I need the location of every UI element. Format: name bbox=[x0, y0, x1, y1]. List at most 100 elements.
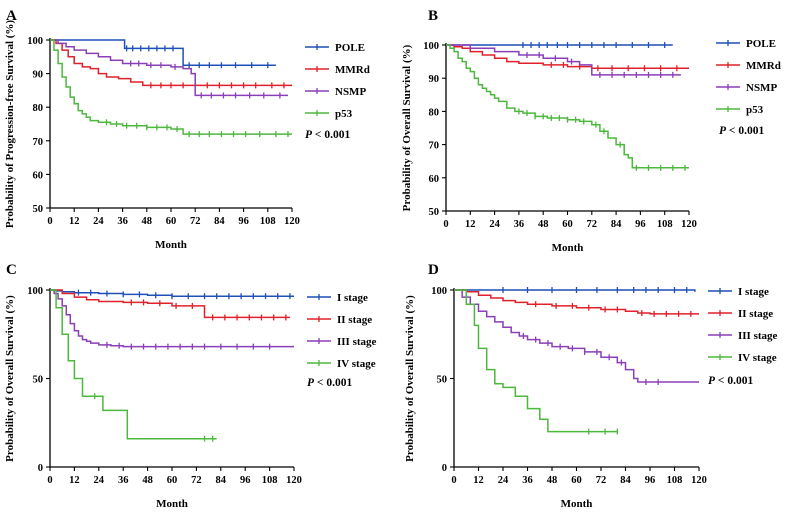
p-value-symbol: P bbox=[307, 377, 315, 389]
panel-letter: A bbox=[6, 8, 17, 24]
survival-curve bbox=[50, 39, 288, 97]
x-tick-label: 84 bbox=[216, 475, 227, 486]
series-pole bbox=[446, 42, 673, 48]
legend-label: I stage bbox=[738, 286, 769, 298]
survival-curve bbox=[50, 289, 294, 348]
p-value-text: < 0.001 bbox=[314, 377, 352, 389]
y-tick-label: 0 bbox=[442, 463, 447, 474]
x-tick-label: 36 bbox=[514, 219, 525, 230]
x-tick-label: 84 bbox=[611, 219, 622, 230]
survival-curve bbox=[50, 39, 292, 87]
panel-letter: D bbox=[428, 262, 439, 278]
y-tick-label: 0 bbox=[38, 463, 43, 474]
y-axis-title: Probability of Overall Survival (%) bbox=[401, 44, 413, 211]
survival-curve bbox=[454, 289, 699, 315]
x-tick-label: 0 bbox=[451, 475, 456, 486]
p-value-symbol: P bbox=[719, 125, 727, 137]
x-tick-label: 120 bbox=[284, 216, 300, 227]
x-tick-label: 72 bbox=[596, 475, 607, 486]
x-tick-label: 36 bbox=[522, 475, 533, 486]
y-tick-label: 50 bbox=[33, 204, 44, 215]
x-tick-label: 60 bbox=[562, 219, 573, 230]
x-tick-label: 48 bbox=[142, 216, 153, 227]
x-tick-label: 72 bbox=[190, 216, 201, 227]
panel-b: B 0 12 24 36 48 60 72 84 96 108 120 50 60 70 80 90 100 Mon… bbox=[401, 8, 781, 254]
x-tick-label: 96 bbox=[645, 475, 656, 486]
x-tick-label: 36 bbox=[117, 216, 128, 227]
y-axis-title: Probability of Overall Survival (%) bbox=[4, 295, 16, 462]
legend-label: III stage bbox=[738, 330, 778, 342]
survival-curve bbox=[454, 289, 618, 433]
x-tick-label: 84 bbox=[620, 475, 631, 486]
y-tick-label: 60 bbox=[33, 170, 44, 181]
y-tick-label: 90 bbox=[33, 70, 44, 81]
x-tick-label: 48 bbox=[538, 219, 549, 230]
series-p53 bbox=[50, 39, 292, 138]
panel-a: A 0 12 24 36 48 60 72 84 96 108 120 50 60 70 80 90 100 Mon… bbox=[4, 8, 370, 251]
y-tick-label: 50 bbox=[437, 375, 448, 386]
x-tick-label: 96 bbox=[240, 475, 251, 486]
survival-curve bbox=[454, 289, 696, 292]
x-tick-label: 24 bbox=[498, 475, 509, 486]
x-tick-label: 12 bbox=[69, 216, 80, 227]
legend-label: III stage bbox=[337, 336, 377, 348]
x-axis-title: Month bbox=[552, 242, 584, 254]
p-value-text: < 0.001 bbox=[715, 375, 753, 387]
legend-label: I stage bbox=[337, 292, 368, 304]
series-iv-stage bbox=[50, 289, 217, 442]
series-i-stage bbox=[454, 287, 696, 293]
series-iv-stage bbox=[454, 289, 618, 435]
series-i-stage bbox=[50, 289, 294, 300]
x-tick-label: 120 bbox=[681, 219, 697, 230]
x-tick-label: 72 bbox=[191, 475, 202, 486]
x-axis-title: Month bbox=[156, 498, 188, 510]
p-value: P < 0.001 bbox=[307, 377, 352, 389]
legend-label: NSMP bbox=[746, 82, 777, 94]
y-tick-label: 80 bbox=[33, 103, 44, 114]
survival-curve bbox=[50, 289, 294, 297]
x-tick-label: 36 bbox=[118, 475, 129, 486]
legend-label: p53 bbox=[335, 108, 353, 120]
x-tick-label: 0 bbox=[47, 216, 52, 227]
x-tick-label: 48 bbox=[142, 475, 153, 486]
p-value-symbol: P bbox=[305, 129, 313, 141]
x-tick-label: 24 bbox=[93, 216, 104, 227]
y-tick-label: 70 bbox=[33, 137, 44, 148]
p-value: P < 0.001 bbox=[708, 375, 753, 387]
x-tick-label: 120 bbox=[691, 475, 707, 486]
series-p53 bbox=[446, 44, 689, 171]
legend-label: II stage bbox=[738, 308, 773, 320]
x-tick-label: 12 bbox=[69, 475, 80, 486]
y-tick-label: 90 bbox=[429, 74, 440, 85]
survival-curve bbox=[446, 44, 681, 76]
series-nsmp bbox=[50, 39, 288, 99]
x-tick-label: 60 bbox=[571, 475, 582, 486]
series-pole bbox=[50, 39, 276, 69]
legend-label: POLE bbox=[335, 42, 365, 54]
x-tick-label: 84 bbox=[214, 216, 225, 227]
p-value: P < 0.001 bbox=[305, 129, 350, 141]
x-axis-title: Month bbox=[561, 498, 593, 510]
survival-curve bbox=[50, 289, 290, 319]
y-axis-title: Probability of Overall Survival (%) bbox=[404, 295, 416, 462]
survival-curve bbox=[446, 44, 689, 69]
x-tick-label: 120 bbox=[286, 475, 302, 486]
x-tick-label: 72 bbox=[587, 219, 598, 230]
x-tick-label: 108 bbox=[667, 475, 683, 486]
x-tick-label: 108 bbox=[260, 216, 276, 227]
panel-d: D 0 12 24 36 48 60 72 84 96 108 120 0 50 100 Month Proba… bbox=[404, 262, 778, 510]
survival-curve bbox=[446, 44, 689, 169]
legend-label: POLE bbox=[746, 38, 776, 50]
legend-label: IV stage bbox=[738, 352, 777, 364]
survival-curve bbox=[50, 289, 217, 440]
x-tick-label: 108 bbox=[262, 475, 278, 486]
legend-label: MMRd bbox=[335, 64, 370, 76]
series-ii-stage bbox=[454, 289, 699, 317]
x-tick-label: 0 bbox=[443, 219, 448, 230]
x-tick-label: 0 bbox=[47, 475, 52, 486]
p-value-text: < 0.001 bbox=[726, 125, 764, 137]
survival-curve bbox=[50, 39, 276, 66]
series-iii-stage bbox=[50, 289, 294, 350]
x-tick-label: 12 bbox=[465, 219, 476, 230]
